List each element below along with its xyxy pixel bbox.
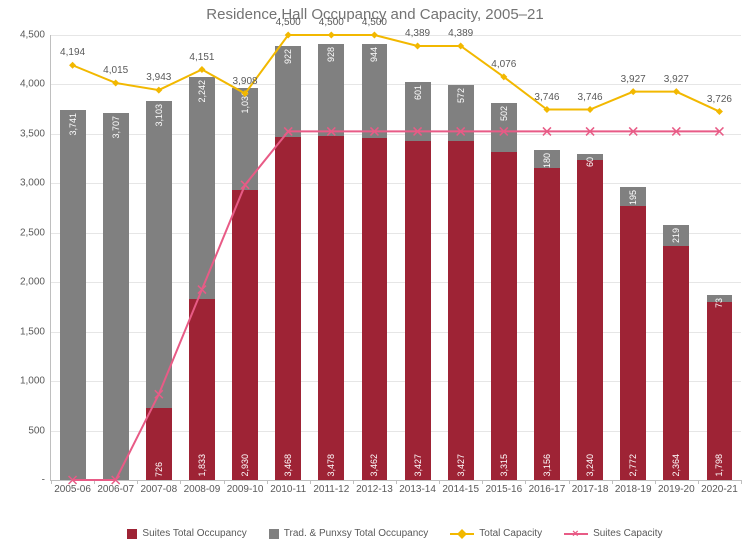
capacity-label: 3,746	[534, 92, 559, 103]
x-tick-label: 2014-15	[442, 480, 479, 495]
x-tick-label: 2017-18	[572, 480, 609, 495]
x-tickmark	[353, 480, 354, 484]
y-tick-label: -	[42, 475, 51, 486]
x-tickmark	[51, 480, 52, 484]
capacity-label: 3,927	[664, 74, 689, 85]
legend-swatch	[269, 529, 279, 539]
y-tick-label: 4,500	[20, 30, 51, 41]
y-tick-label: 3,500	[20, 128, 51, 139]
y-tick-label: 4,000	[20, 79, 51, 90]
capacity-label: 4,194	[60, 47, 85, 58]
capacity-label: 3,927	[621, 74, 646, 85]
marker-diamond	[716, 108, 723, 115]
legend-swatch	[450, 529, 474, 539]
x-tickmark	[396, 480, 397, 484]
y-tick-label: 1,500	[20, 326, 51, 337]
marker-x	[155, 390, 163, 398]
legend-item: Suites Total Occupancy	[127, 528, 246, 539]
legend-item: × Suites Capacity	[564, 528, 662, 539]
legend-item: Total Capacity	[450, 528, 542, 539]
x-tick-label: 2016-17	[529, 480, 566, 495]
marker-diamond	[414, 42, 421, 49]
x-tick-label: 2006-07	[97, 480, 134, 495]
capacity-label: 4,076	[491, 59, 516, 70]
x-tickmark	[137, 480, 138, 484]
legend-label: Total Capacity	[479, 528, 542, 539]
x-tickmark	[612, 480, 613, 484]
capacity-label: 3,726	[707, 94, 732, 105]
marker-diamond	[587, 106, 594, 113]
marker-x	[241, 181, 249, 189]
y-tick-label: 2,500	[20, 227, 51, 238]
x-tick-label: 2010-11	[270, 480, 306, 495]
legend-label: Trad. & Punxsy Total Occupancy	[284, 528, 429, 539]
legend-item: Trad. & Punxsy Total Occupancy	[269, 528, 429, 539]
x-tick-label: 2007-08	[140, 480, 177, 495]
x-tickmark	[655, 480, 656, 484]
marker-diamond	[371, 32, 378, 39]
chart-container: Residence Hall Occupancy and Capacity, 2…	[0, 0, 750, 545]
x-tick-label: 2012-13	[356, 480, 393, 495]
legend-swatch	[127, 529, 137, 539]
x-tickmark	[267, 480, 268, 484]
capacity-label: 4,500	[362, 17, 387, 28]
legend-label: Suites Capacity	[593, 528, 662, 539]
x-tick-label: 2018-19	[615, 480, 652, 495]
capacity-label: 3,943	[146, 72, 171, 83]
x-tickmark	[741, 480, 742, 484]
x-tick-label: 2019-20	[658, 480, 695, 495]
x-tick-label: 2009-10	[227, 480, 264, 495]
x-tick-label: 2015-16	[485, 480, 522, 495]
marker-diamond	[328, 32, 335, 39]
marker-x	[198, 286, 206, 294]
x-tickmark	[482, 480, 483, 484]
capacity-label: 4,015	[103, 65, 128, 76]
legend: Suites Total Occupancy Trad. & Punxsy Tot…	[50, 528, 740, 539]
x-tickmark	[525, 480, 526, 484]
x-tickmark	[224, 480, 225, 484]
x-tick-label: 2020-21	[701, 480, 738, 495]
y-tick-label: 3,000	[20, 178, 51, 189]
x-tickmark	[439, 480, 440, 484]
x-tick-label: 2008-09	[184, 480, 221, 495]
x-tickmark	[698, 480, 699, 484]
line-series	[73, 131, 720, 480]
y-tick-label: 1,000	[20, 376, 51, 387]
marker-diamond	[630, 88, 637, 95]
x-tickmark	[310, 480, 311, 484]
capacity-label: 4,151	[189, 52, 214, 63]
marker-diamond	[155, 87, 162, 94]
x-tick-label: 2013-14	[399, 480, 436, 495]
capacity-label: 3,908	[233, 76, 258, 87]
capacity-label: 4,500	[276, 17, 301, 28]
marker-diamond	[69, 62, 76, 69]
legend-swatch: ×	[564, 529, 588, 539]
plot-area: 3,7413,7077263,1031,8332,2422,9301,0363,…	[50, 35, 741, 481]
marker-diamond	[673, 88, 680, 95]
x-tickmark	[180, 480, 181, 484]
capacity-label: 4,500	[319, 17, 344, 28]
x-tick-label: 2005-06	[54, 480, 91, 495]
capacity-label: 4,389	[448, 28, 473, 39]
marker-diamond	[112, 79, 119, 86]
legend-label: Suites Total Occupancy	[142, 528, 246, 539]
x-tick-label: 2011-12	[313, 480, 349, 495]
lines-layer	[51, 35, 741, 480]
y-tick-label: 2,000	[20, 277, 51, 288]
capacity-label: 4,389	[405, 28, 430, 39]
y-tick-label: 500	[28, 425, 51, 436]
x-tickmark	[569, 480, 570, 484]
capacity-label: 3,746	[578, 92, 603, 103]
